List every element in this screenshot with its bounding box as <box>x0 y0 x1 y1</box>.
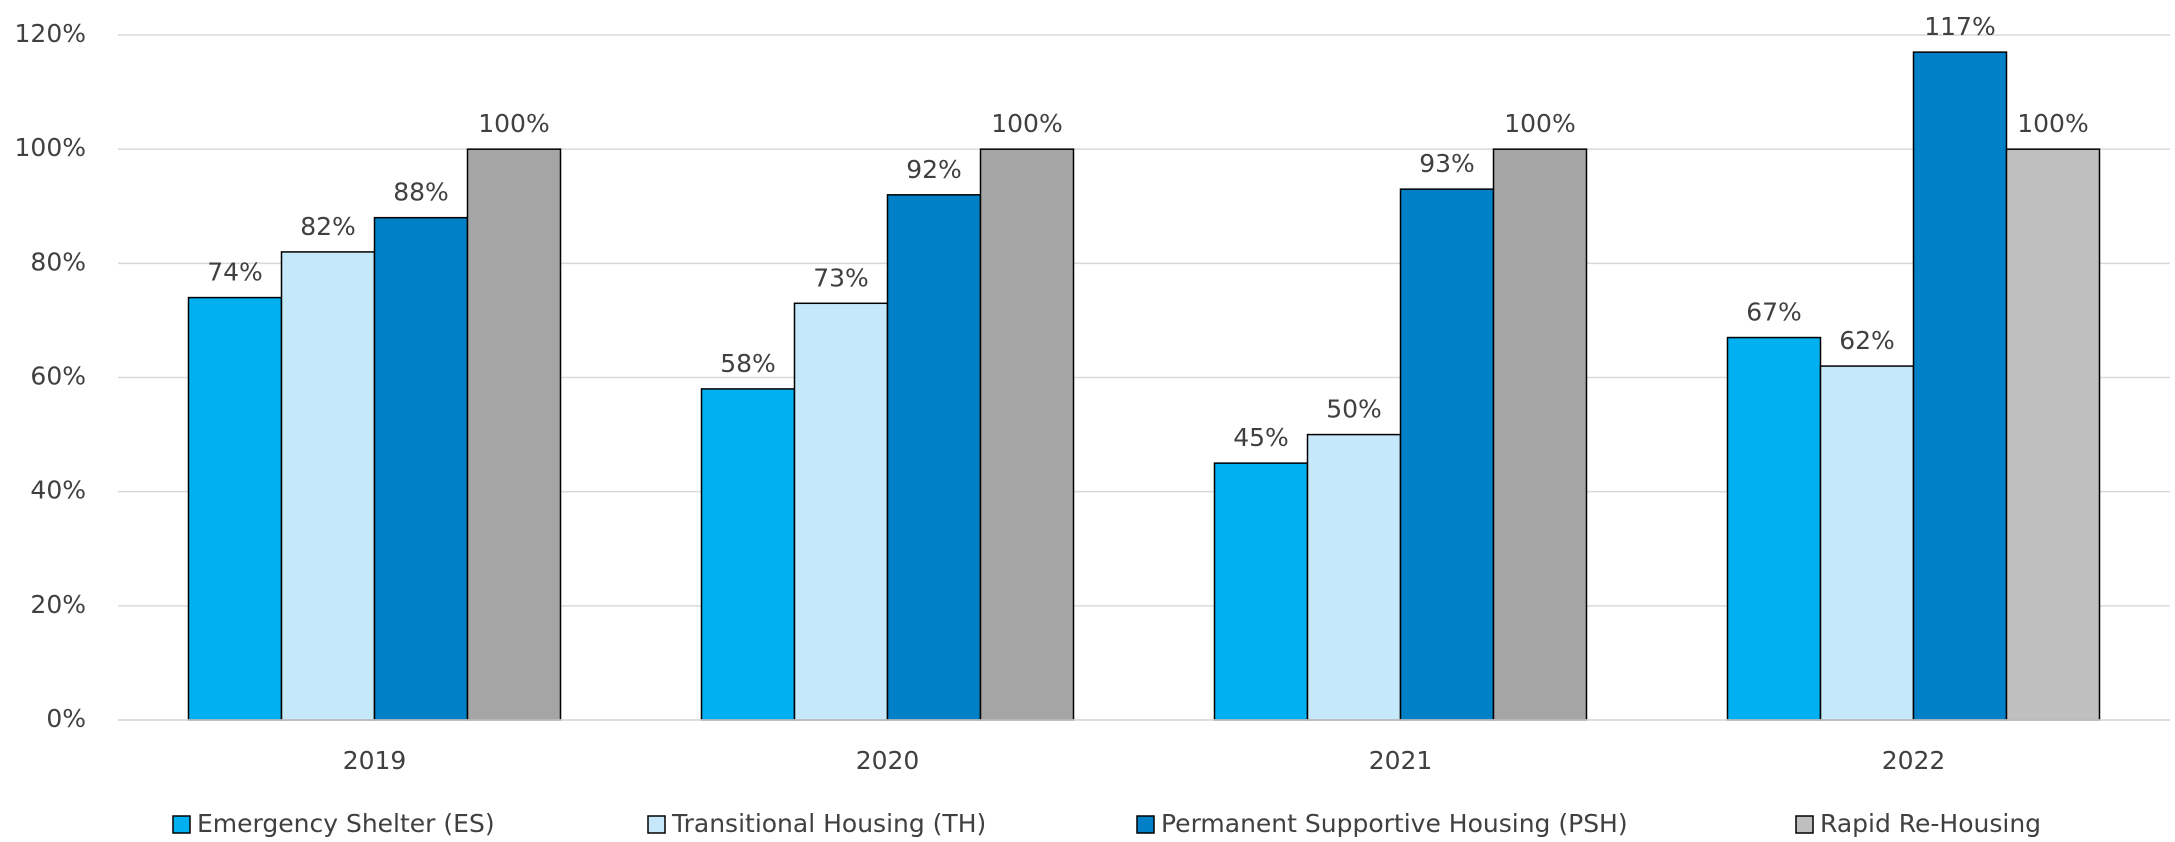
bar <box>1306 433 1402 721</box>
value-label: 88% <box>393 178 449 207</box>
legend-label: Transitional Housing (TH) <box>671 809 986 838</box>
bar <box>1819 365 1915 721</box>
value-label: 58% <box>720 349 776 378</box>
y-tick-label: 80% <box>30 247 86 276</box>
x-tick-label: 2020 <box>856 746 920 775</box>
value-label: 82% <box>300 212 356 241</box>
legend-label: Emergency Shelter (ES) <box>197 809 495 838</box>
bar <box>793 302 889 721</box>
legend-swatch <box>647 815 666 834</box>
bar <box>700 388 796 721</box>
bar <box>979 148 1075 721</box>
bar <box>1726 336 1822 721</box>
x-tick-label: 2021 <box>1369 746 1433 775</box>
y-tick-label: 100% <box>15 133 86 162</box>
value-label: 92% <box>906 155 962 184</box>
value-label: 50% <box>1326 395 1382 424</box>
value-label: 45% <box>1233 423 1289 452</box>
bar <box>2005 148 2101 721</box>
bar <box>1213 462 1309 721</box>
y-tick-label: 0% <box>46 704 86 733</box>
y-tick-label: 20% <box>30 590 86 619</box>
bar <box>886 194 982 721</box>
value-label: 67% <box>1746 298 1802 327</box>
y-tick-label: 120% <box>15 19 86 48</box>
value-label: 100% <box>1504 109 1575 138</box>
bar <box>466 148 562 721</box>
value-label: 74% <box>207 258 263 287</box>
value-label: 62% <box>1839 326 1895 355</box>
legend-swatch <box>172 815 191 834</box>
x-tick-label: 2022 <box>1882 746 1946 775</box>
bar <box>1912 51 2008 721</box>
bar <box>373 216 469 721</box>
bar <box>187 296 283 721</box>
x-tick-label: 2019 <box>343 746 407 775</box>
bar <box>1399 188 1495 721</box>
value-label: 100% <box>991 109 1062 138</box>
legend-label: Permanent Supportive Housing (PSH) <box>1161 809 1628 838</box>
value-label: 93% <box>1419 149 1475 178</box>
bar <box>280 251 376 721</box>
y-tick-label: 40% <box>30 476 86 505</box>
value-label: 117% <box>1924 12 1995 41</box>
legend-swatch <box>1795 815 1814 834</box>
bar <box>1492 148 1588 721</box>
value-label: 100% <box>2017 109 2088 138</box>
legend-label: Rapid Re-Housing <box>1820 809 2041 838</box>
legend-swatch <box>1136 815 1155 834</box>
value-label: 100% <box>478 109 549 138</box>
value-label: 73% <box>813 263 869 292</box>
y-tick-label: 60% <box>30 362 86 391</box>
